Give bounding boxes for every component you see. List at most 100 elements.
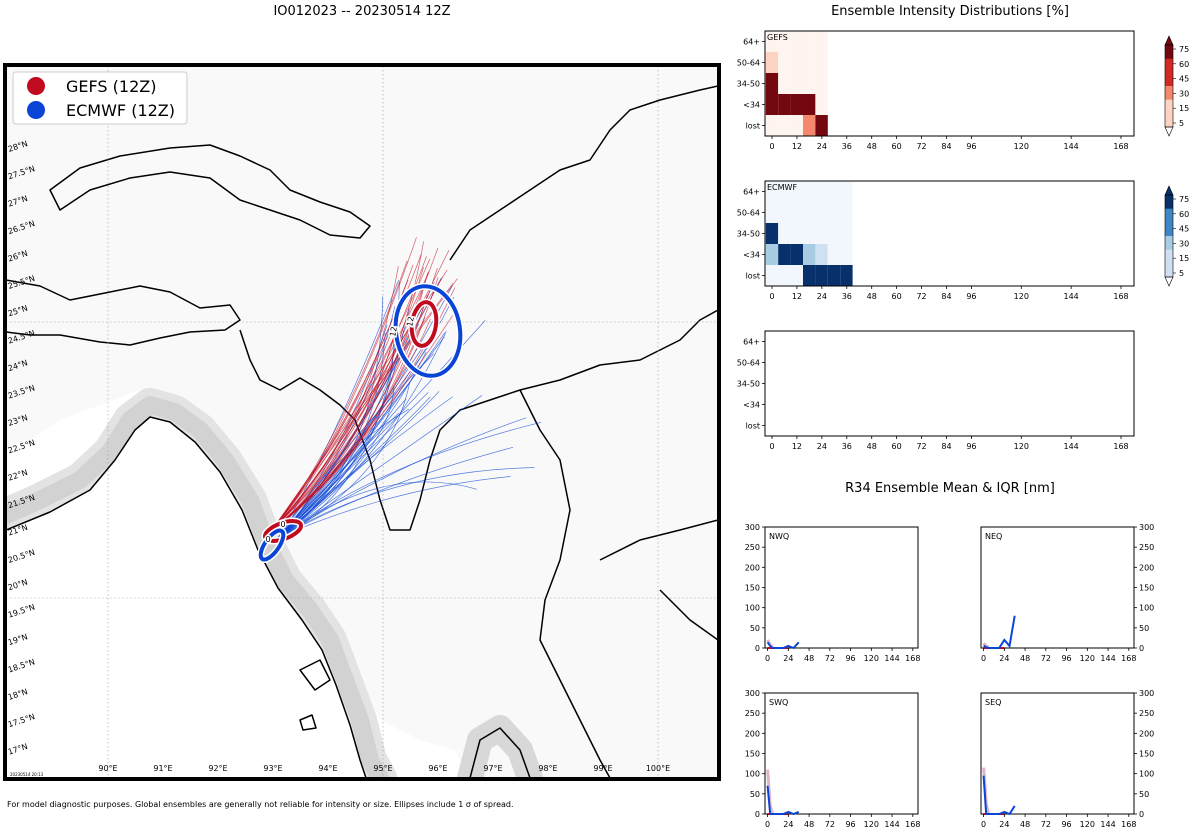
heatmap-cell — [778, 31, 791, 52]
y-tick-label: 34-50 — [737, 80, 760, 89]
heatmap-cell — [790, 202, 803, 223]
colorbar-frame — [1164, 44, 1174, 128]
r34-y-tick-label: 250 — [745, 543, 760, 552]
x-tick-label: 168 — [1113, 292, 1128, 301]
colorbar-segment — [1165, 86, 1173, 101]
r34-x-tick-label: 120 — [864, 654, 879, 663]
r34-y-tick-label: 200 — [1139, 563, 1154, 572]
ecmwf-member-track — [281, 476, 511, 537]
heatmap-cell — [765, 52, 779, 73]
heatmap-cell — [803, 31, 816, 52]
heatmap-cell — [815, 244, 828, 265]
gefs-member-track — [271, 276, 443, 531]
colorbar-tick-label: 75 — [1179, 45, 1189, 54]
r34-y-tick-label: 0 — [1139, 810, 1144, 819]
y-tick-label: 34-50 — [737, 230, 760, 239]
r34-ecmwf-line — [766, 641, 800, 650]
r34-panel-nwq: NWQ 0 50 100 150 200 250 300 0 24 48 72 96 120 144 168 — [745, 523, 921, 663]
uncertainty-ellipses: 0 0 12 12 — [257, 282, 464, 563]
colorbar-tick-label: 75 — [1179, 195, 1189, 204]
heatmap-cell — [778, 94, 791, 115]
r34-y-tick-label: 0 — [755, 644, 760, 653]
y-tick-label: 50-64 — [737, 59, 760, 68]
colorbar-segment — [1165, 113, 1173, 128]
colorbar-tick-label: 5 — [1179, 269, 1184, 278]
lon-label: 95°E — [373, 764, 392, 773]
x-tick-label: 120 — [1014, 292, 1029, 301]
colorbar-extend-bottom — [1164, 126, 1174, 137]
x-tick-label: 120 — [1014, 442, 1029, 451]
lon-label: 90°E — [98, 764, 117, 773]
r34-x-tick-label: 48 — [804, 654, 814, 663]
heatmap-cell — [765, 115, 779, 136]
x-tick-label: 24 — [817, 442, 827, 451]
map-legend: GEFS (12Z) ECMWF (12Z) — [12, 71, 188, 125]
x-tick-label: 0 — [769, 442, 774, 451]
r34-x-tick-label: 24 — [783, 654, 793, 663]
heatmap-panel-gefs: GEFS 64+ 50-64 34-50 <34 lost 0 12 24 36 48 60 72 84 9… — [737, 30, 1189, 151]
y-tick-label: 64+ — [743, 338, 760, 347]
heatmap-cell — [815, 223, 828, 244]
r34-x-tick-label: 72 — [825, 654, 835, 663]
x-tick-label: 96 — [966, 292, 976, 301]
r34-x-tick-label: 0 — [765, 820, 770, 829]
colorbar-segment — [1165, 263, 1173, 278]
r34-frame — [764, 692, 919, 815]
r34-title: NWQ — [769, 532, 789, 541]
colorbar-tick-label: 30 — [1179, 239, 1189, 248]
r34-x-tick-label: 24 — [783, 820, 793, 829]
heatmap-cell — [790, 115, 803, 136]
y-tick-label: lost — [746, 422, 760, 431]
r34-x-tick-label: 24 — [999, 654, 1009, 663]
x-tick-label: 144 — [1064, 142, 1079, 151]
r34-y-tick-label: 0 — [755, 810, 760, 819]
x-tick-label: 48 — [867, 292, 877, 301]
r34-y-tick-label: 100 — [745, 604, 760, 613]
heatmap-cell — [815, 31, 828, 52]
colorbar-segment — [1165, 58, 1173, 73]
r34-y-tick-label: 300 — [1139, 523, 1154, 532]
gefs-member-track — [271, 315, 453, 531]
heatmap-cell — [778, 73, 791, 94]
r34-title: R34 Ensemble Mean & IQR [nm] — [845, 481, 1055, 496]
x-tick-label: 36 — [842, 442, 852, 451]
r34-x-tick-label: 72 — [825, 820, 835, 829]
r34-x-tick-label: 144 — [1100, 654, 1115, 663]
r34-x-tick-label: 144 — [884, 820, 899, 829]
y-tick-label: <34 — [743, 401, 760, 410]
lon-label: 97°E — [483, 764, 502, 773]
colorbar-segment — [1165, 72, 1173, 87]
r34-y-tick-label: 250 — [745, 709, 760, 718]
colorbar-extend-bottom — [1164, 276, 1174, 287]
ecmwf-member-track — [277, 395, 483, 539]
r34-ecmwf-line — [982, 775, 1016, 816]
heatmap-cell — [790, 52, 803, 73]
heatmap-cell — [778, 265, 791, 286]
r34-x-tick-label: 48 — [804, 820, 814, 829]
map-timestamp: 20230514 20:13 — [10, 772, 44, 777]
colorbar-segment — [1165, 236, 1173, 251]
heatmap-cell — [815, 52, 828, 73]
x-tick-label: 12 — [792, 442, 802, 451]
heatmap-cell — [765, 202, 779, 223]
ellipse-label-ecmwf-12: 12 — [388, 326, 399, 338]
r34-ecmwf-line — [766, 785, 800, 816]
x-tick-label: 168 — [1113, 142, 1128, 151]
r34-y-tick-label: 250 — [1139, 709, 1154, 718]
r34-y-tick-label: 150 — [1139, 750, 1154, 759]
r34-y-tick-label: 100 — [1139, 770, 1154, 779]
ecmwf-ellipse-12h-line — [393, 284, 463, 378]
gefs-member-track — [271, 250, 450, 531]
r34-y-tick-label: 300 — [1139, 689, 1154, 698]
x-tick-label: 96 — [966, 442, 976, 451]
heatmap-cell — [815, 94, 828, 115]
sea-region — [6, 417, 366, 778]
r34-x-tick-label: 168 — [905, 820, 920, 829]
heatmap-cell — [815, 181, 828, 202]
r34-panel-neq: NEQ 0 50 100 150 200 250 300 0 24 48 72 96 120 144 168 — [980, 523, 1154, 663]
heatmap-cell — [765, 31, 779, 52]
r34-x-tick-label: 120 — [1080, 820, 1095, 829]
colorbar-tick-label: 45 — [1179, 225, 1189, 234]
y-tick-label: 64+ — [743, 38, 760, 47]
x-tick-label: 36 — [842, 292, 852, 301]
